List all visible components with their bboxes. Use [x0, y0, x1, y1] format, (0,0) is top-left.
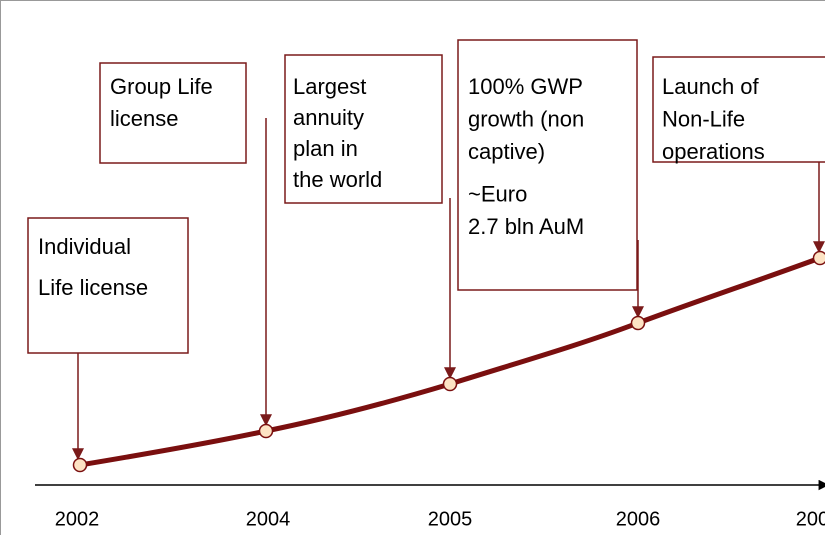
milestone-box — [284, 54, 443, 204]
milestone-text: 100% GWP — [468, 74, 583, 99]
milestone-text: Individual — [38, 234, 131, 259]
milestone-text: growth (non — [468, 106, 584, 131]
milestone-point — [442, 376, 458, 392]
milestone-point — [812, 250, 825, 266]
milestone-text: 2.7 bln AuM — [468, 214, 584, 239]
milestone-box — [27, 217, 189, 354]
year-label: 2007 — [796, 508, 825, 530]
milestone-box — [652, 56, 825, 163]
milestone-text: license — [110, 106, 178, 131]
milestone-text: annuity — [293, 105, 364, 130]
year-label: 2006 — [616, 508, 661, 530]
milestone-text: Largest — [293, 74, 366, 99]
milestone-point — [630, 315, 646, 331]
milestone-text: captive) — [468, 139, 545, 164]
year-label: 2004 — [246, 508, 291, 530]
milestone-text: Life license — [38, 275, 148, 300]
milestone-point — [258, 423, 274, 439]
milestone-text: plan in — [293, 136, 358, 161]
milestone-text: operations — [662, 139, 765, 164]
year-label: 2005 — [428, 508, 473, 530]
milestone-text: Group Life — [110, 74, 213, 99]
milestone-text: Launch of — [662, 74, 760, 99]
milestone-text: the world — [293, 167, 382, 192]
milestone-box — [99, 62, 247, 164]
milestone-box — [457, 39, 638, 291]
milestone-text: ~Euro — [468, 181, 527, 206]
milestone-point — [72, 457, 88, 473]
milestone-text: Non-Life — [662, 106, 745, 131]
year-label: 2002 — [55, 508, 100, 530]
